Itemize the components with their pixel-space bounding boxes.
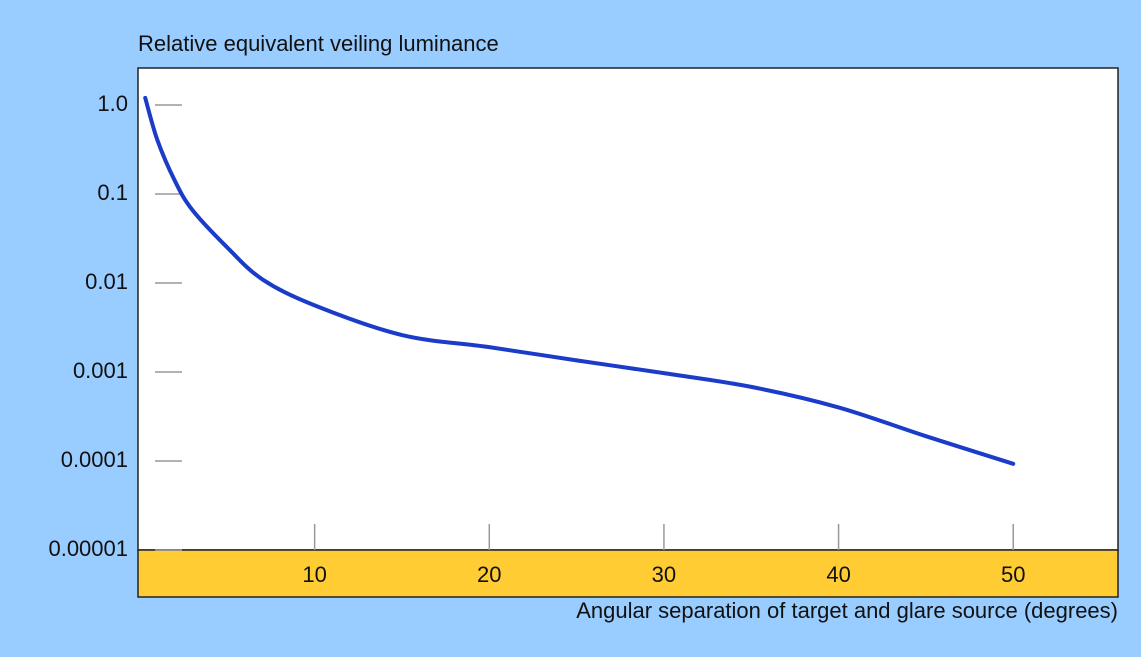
y-axis-title: Relative equivalent veiling luminance [138, 31, 499, 56]
x-tick-label: 50 [1001, 562, 1025, 587]
y-tick-label: 0.01 [85, 269, 128, 294]
x-tick-label: 30 [652, 562, 676, 587]
x-axis-title: Angular separation of target and glare s… [576, 598, 1118, 623]
x-tick-label: 20 [477, 562, 501, 587]
y-tick-label: 0.001 [73, 358, 128, 383]
x-axis-band [137, 549, 1119, 598]
data-line [143, 95, 1016, 466]
x-tick-label: 40 [826, 562, 850, 587]
y-tick-label: 1.0 [97, 91, 128, 116]
ticks: 1.0 0.1 0.01 0.001 0.0001 0.00001 10 20 30 40 50 [48, 91, 1025, 587]
y-tick-label: 0.00001 [48, 536, 128, 561]
series [143, 95, 1016, 466]
y-tick-label: 0.0001 [61, 447, 128, 472]
plot-area [137, 67, 1119, 551]
x-tick-label: 10 [302, 562, 326, 587]
y-tick-label: 0.1 [97, 180, 128, 205]
